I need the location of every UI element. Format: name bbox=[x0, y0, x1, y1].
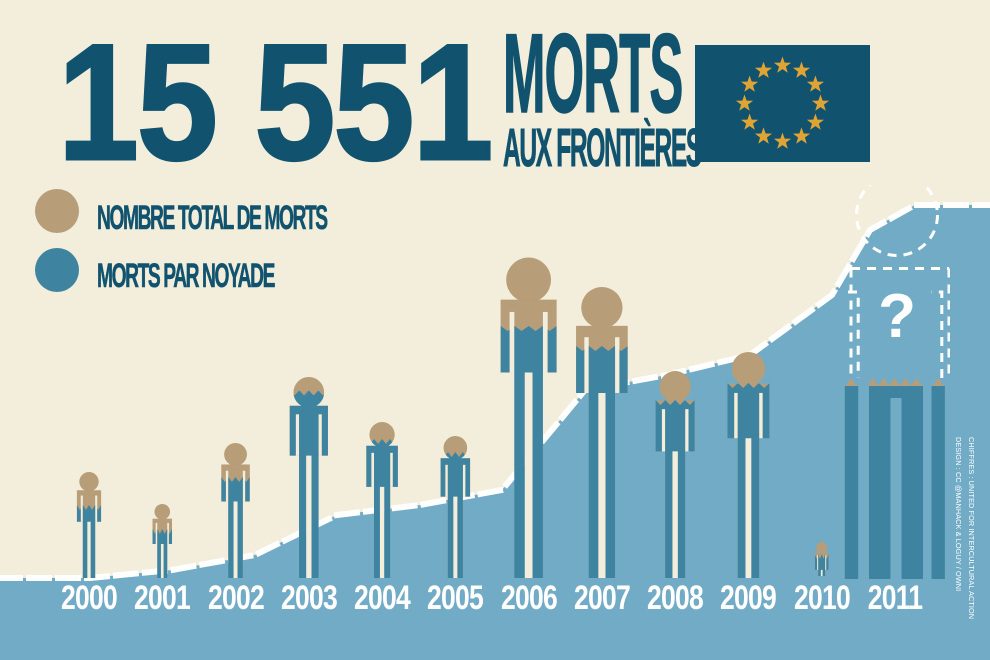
svg-text:?: ? bbox=[878, 282, 916, 351]
